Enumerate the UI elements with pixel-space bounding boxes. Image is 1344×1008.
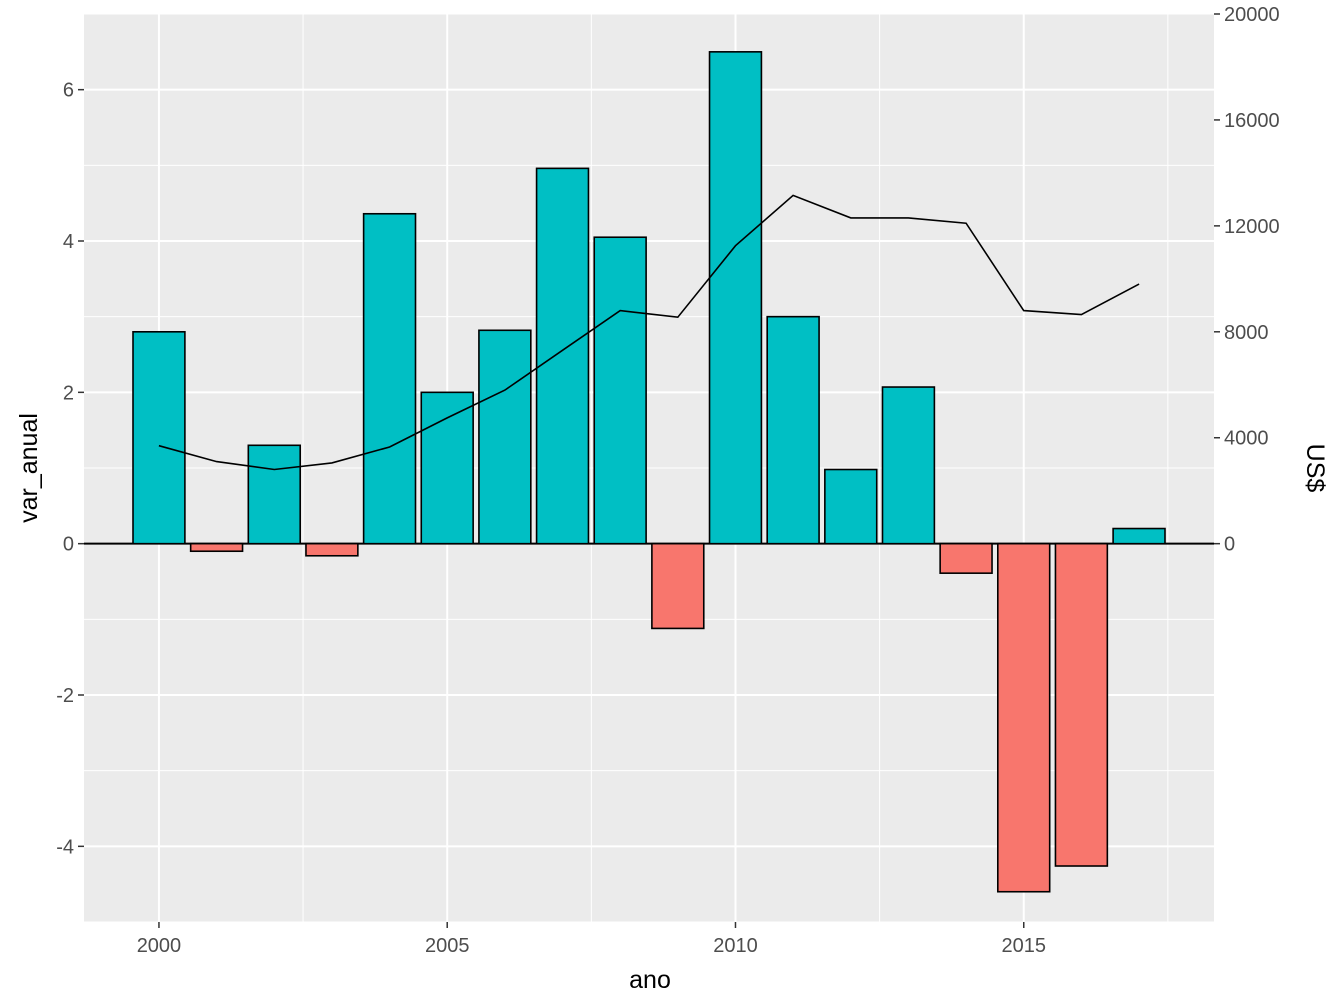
- x-axis: 2000 2005 2010 2015: [137, 922, 1046, 957]
- right-axis: 0 4000 8000 12000 16000 20000: [1214, 4, 1280, 556]
- bar: [132, 330, 186, 545]
- bar: [535, 167, 590, 545]
- y-tick-label: -2: [56, 685, 74, 707]
- bar: [362, 212, 417, 545]
- bar: [478, 329, 532, 545]
- line-series: [158, 194, 1140, 471]
- bar: [189, 542, 244, 553]
- bar: [247, 444, 301, 545]
- bar: [593, 236, 647, 545]
- y2-tick-label: 16000: [1224, 110, 1280, 132]
- bar: [305, 542, 359, 557]
- bar: [939, 542, 993, 574]
- bar: [1054, 542, 1109, 867]
- bar: [651, 542, 705, 630]
- x-axis-title: ano: [629, 966, 671, 994]
- y-tick-label: 6: [63, 80, 74, 102]
- y2-axis-title: US$: [1301, 444, 1329, 493]
- y-axis-title: var_anual: [15, 413, 43, 523]
- x-tick-label: 2005: [425, 935, 470, 957]
- bar: [1112, 527, 1166, 545]
- y2-tick-label: 4000: [1224, 428, 1269, 450]
- y-tick-label: -4: [56, 836, 74, 858]
- y-tick-label: 4: [63, 231, 74, 253]
- bar: [881, 386, 936, 545]
- x-tick-label: 2015: [1001, 935, 1046, 957]
- x-tick-label: 2010: [713, 935, 758, 957]
- y2-tick-label: 8000: [1224, 322, 1269, 344]
- bar: [824, 468, 878, 545]
- bar: [420, 391, 474, 545]
- bar: [708, 51, 763, 545]
- left-axis: -4 -2 0 2 4 6: [56, 80, 84, 858]
- bar: [766, 315, 820, 545]
- y2-tick-label: 20000: [1224, 4, 1280, 26]
- y2-tick-label: 0: [1224, 534, 1235, 556]
- y-tick-label: 0: [63, 534, 74, 556]
- bar: [997, 542, 1051, 893]
- y2-tick-label: 12000: [1224, 216, 1280, 238]
- x-tick-label: 2000: [137, 935, 182, 957]
- y-tick-label: 2: [63, 382, 74, 404]
